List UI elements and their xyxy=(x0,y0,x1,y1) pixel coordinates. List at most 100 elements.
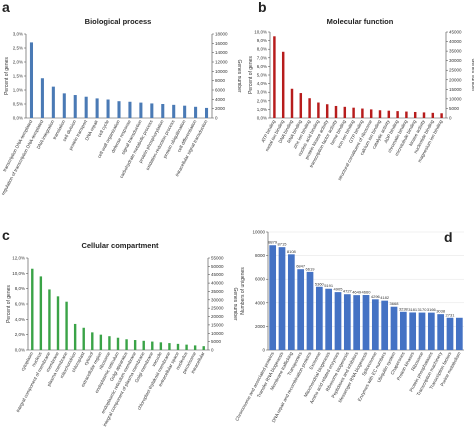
y-tick-label-b: 0,0% xyxy=(257,116,267,121)
data-label-d-13: 3668 xyxy=(390,301,400,306)
panel-b-molecular-function: b Molecular function 0,0% 1,0% 2,0% 3,0% 4,0% 5… xyxy=(248,0,474,181)
bar-c-14 xyxy=(151,341,154,350)
bar-b-9 xyxy=(352,107,355,118)
y2-tick-label-c: 40000 xyxy=(211,281,224,286)
bar-d-13 xyxy=(390,306,398,350)
bar-d-9 xyxy=(353,295,361,350)
panel-letter-d: d xyxy=(444,229,453,245)
y2-tick-label-b: 10000 xyxy=(449,96,462,101)
bar-b-8 xyxy=(343,106,347,118)
bar-a-14 xyxy=(183,105,187,118)
y-tick-label-d: 4000 xyxy=(255,300,266,305)
y-tick-label-b: 2,0% xyxy=(257,98,267,103)
y-tick-label-d: 0 xyxy=(262,348,265,353)
data-label-d-8: 4727 xyxy=(343,289,353,294)
y-tick-label-d: 10000 xyxy=(252,230,265,235)
bar-c-9 xyxy=(108,336,111,350)
bar-b-2 xyxy=(290,88,294,118)
bar-b-7 xyxy=(334,105,338,118)
bar-b-19 xyxy=(440,113,443,118)
chart-title-c: Cellular compartment xyxy=(81,241,159,250)
bar-d-4 xyxy=(306,271,314,350)
bar-c-4 xyxy=(65,301,68,350)
y2-tick-label-a: 10000 xyxy=(215,69,228,74)
bar-a-13 xyxy=(172,104,176,118)
panel-letter-a: a xyxy=(2,0,10,15)
y-axis-label-a: Percent of genes xyxy=(4,57,10,95)
bar-c-16 xyxy=(168,343,171,350)
bar-d-14 xyxy=(399,311,407,350)
y2-tick-label-b: 40000 xyxy=(449,39,462,44)
y-tick-label-c: 4,0% xyxy=(15,317,25,322)
y-tick-label-d: 6000 xyxy=(255,277,266,282)
data-label-d-14: 3238 xyxy=(399,306,409,311)
y-tick-label-a: 3,0% xyxy=(13,32,23,37)
y-tick-label-b: 5,0% xyxy=(257,73,267,78)
y-tick-label-b: 6,0% xyxy=(257,64,267,69)
y2-tick-label-b: 0 xyxy=(449,116,452,121)
bar-a-12 xyxy=(161,104,165,118)
bar-c-0 xyxy=(31,268,34,350)
y2-tick-label-a: 2000 xyxy=(215,106,226,111)
y-tick-label-b: 10,0% xyxy=(254,30,267,35)
bar-d-5 xyxy=(315,286,323,350)
bar-c-7 xyxy=(91,332,94,350)
panel-letter-c: c xyxy=(2,227,10,243)
bar-b-3 xyxy=(299,93,303,118)
y-axis-label-c: Percent of genes xyxy=(6,285,12,323)
y2-tick-label-a: 18000 xyxy=(215,32,228,37)
bar-c-2 xyxy=(48,289,51,350)
bar-c-18 xyxy=(185,344,188,350)
y-tick-label-b: 3,0% xyxy=(257,90,267,95)
y-tick-label-a: 2,0% xyxy=(13,60,23,65)
panel-d-unigenes: d 0 2000 4000 6000 8000 10000 Numbers of unigen… xyxy=(234,229,464,423)
bar-d-16 xyxy=(418,312,426,350)
y2-tick-label-c: 5000 xyxy=(211,339,222,344)
bar-b-17 xyxy=(422,112,426,118)
bar-a-0 xyxy=(29,42,34,118)
y2-tick-label-b: 20000 xyxy=(449,77,462,82)
y-tick-label-b: 4,0% xyxy=(257,81,267,86)
y-tick-label-d: 8000 xyxy=(255,253,266,258)
y-tick-label-a: 1,0% xyxy=(13,88,23,93)
y2-tick-label-c: 25000 xyxy=(211,306,224,311)
bar-d-8 xyxy=(343,294,351,350)
data-label-d-15: 3181 xyxy=(408,307,418,312)
y2-tick-label-a: 6000 xyxy=(215,88,226,93)
data-label-d-9: 4649 xyxy=(352,290,362,295)
data-label-d-11: 4296 xyxy=(371,294,381,299)
bar-a-16 xyxy=(204,107,209,118)
bar-b-5 xyxy=(317,102,320,118)
y-tick-label-b: 7,0% xyxy=(257,55,267,60)
data-label-d-12: 4182 xyxy=(380,295,390,300)
y2-tick-label-b: 35000 xyxy=(449,49,462,54)
y2-tick-label-b: 45000 xyxy=(449,30,462,35)
data-label-d-0: 8879 xyxy=(268,240,278,245)
chart-title-a: Biological process xyxy=(85,17,152,26)
bar-a-10 xyxy=(139,102,143,118)
bar-d-20 xyxy=(455,317,463,350)
y-tick-label-a: 1,5% xyxy=(13,74,23,79)
y-tick-label-a: 2,5% xyxy=(13,46,23,51)
bar-c-15 xyxy=(159,342,163,350)
data-label-d-7: 4905 xyxy=(334,287,344,292)
bar-d-7 xyxy=(334,292,342,350)
y-tick-label-a: 0,5% xyxy=(13,102,23,107)
data-label-d-4: 6619 xyxy=(306,266,316,271)
y2-tick-label-c: 30000 xyxy=(211,297,224,302)
bar-c-8 xyxy=(99,334,103,350)
bar-c-12 xyxy=(133,340,137,350)
panel-c-cellular-compartment: c Cellular compartment 0,0% 2,0% 4,0% 6,0% 8,0… xyxy=(2,227,238,427)
bar-c-13 xyxy=(142,340,145,350)
y-axis-label-b: Percent of genes xyxy=(248,56,254,94)
y-axis-label-d: Numbers of unigenes xyxy=(240,267,246,315)
y2-tick-label-c: 15000 xyxy=(211,322,224,327)
y2-tick-label-b: 5000 xyxy=(449,106,460,111)
bar-b-1 xyxy=(281,51,285,118)
bar-a-1 xyxy=(40,78,44,118)
bar-b-16 xyxy=(413,111,417,118)
bar-a-15 xyxy=(194,106,198,118)
y-tick-label-c: 2,0% xyxy=(15,332,25,337)
y-tick-label-c: 8,0% xyxy=(15,286,25,291)
bar-d-10 xyxy=(362,295,370,350)
